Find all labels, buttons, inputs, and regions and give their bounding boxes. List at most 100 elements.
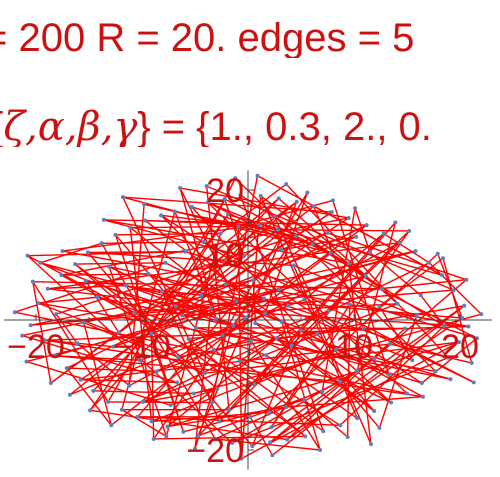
data-point <box>209 400 214 405</box>
data-point <box>275 227 280 232</box>
data-point <box>99 241 104 246</box>
data-point <box>474 336 479 341</box>
data-point <box>176 355 181 360</box>
data-point <box>299 328 303 333</box>
graph-edge <box>47 241 400 290</box>
graph-edge <box>379 257 444 307</box>
data-point <box>189 204 194 209</box>
data-point <box>64 366 69 371</box>
graph-edge <box>27 255 135 314</box>
graph-edge <box>27 255 233 444</box>
data-point <box>389 400 394 405</box>
data-point <box>395 301 400 306</box>
data-point <box>262 311 267 316</box>
graph-edge <box>218 275 367 422</box>
x-tick-label: 20 <box>441 328 479 366</box>
graph-edge <box>89 409 288 441</box>
data-point <box>143 218 148 223</box>
data-point <box>127 383 132 388</box>
data-point <box>160 289 165 294</box>
data-point <box>269 425 274 430</box>
data-point <box>248 414 253 419</box>
graph-edge <box>237 226 243 459</box>
graph-edge <box>255 322 451 380</box>
data-point <box>217 419 222 424</box>
data-point <box>462 303 467 308</box>
data-point <box>231 323 236 328</box>
data-point <box>12 310 17 315</box>
graph-edge <box>61 273 149 276</box>
data-point <box>236 224 241 229</box>
graph-edge <box>83 321 205 374</box>
data-point <box>325 230 330 235</box>
data-point <box>20 333 25 338</box>
graph-edge <box>166 337 278 428</box>
data-point <box>159 213 164 218</box>
data-point <box>218 231 223 236</box>
graph-edge <box>114 234 215 351</box>
data-point <box>451 288 456 293</box>
graph-edge <box>263 297 449 359</box>
data-point <box>377 425 382 430</box>
data-point <box>333 347 338 352</box>
data-point <box>364 223 369 228</box>
graph-edge <box>150 333 185 433</box>
data-point <box>407 228 412 233</box>
data-point <box>413 249 418 254</box>
data-point <box>186 336 191 341</box>
graph-edge <box>270 230 410 428</box>
data-point <box>433 369 438 374</box>
graph-edge <box>241 341 460 460</box>
data-point <box>328 251 333 256</box>
data-point <box>234 299 239 304</box>
data-point <box>214 316 219 321</box>
data-point <box>42 338 47 343</box>
data-point <box>264 353 269 358</box>
data-point <box>163 260 168 265</box>
data-point <box>119 407 124 412</box>
graph-edge <box>147 273 217 320</box>
data-point <box>230 440 235 445</box>
graph-edge <box>239 337 277 362</box>
graph-edge <box>239 194 324 432</box>
data-point <box>427 260 432 265</box>
data-point <box>83 279 88 283</box>
data-point <box>347 302 352 307</box>
data-point <box>137 358 142 363</box>
graph-edge <box>40 242 102 264</box>
data-point <box>205 200 210 205</box>
data-point <box>60 249 65 254</box>
data-point <box>346 215 351 220</box>
graph-edge <box>121 409 167 437</box>
data-point <box>386 372 391 377</box>
graph-edge <box>277 228 410 232</box>
data-point <box>372 409 377 413</box>
graph-edge <box>80 343 391 381</box>
chart-title-line-1: = 200 R = 20. edges = 5 <box>0 18 500 58</box>
graph-edge <box>420 294 445 327</box>
x-tick-label: −10 <box>113 328 171 366</box>
data-point <box>446 355 451 360</box>
data-point <box>223 282 228 287</box>
data-point <box>142 202 147 207</box>
data-point <box>88 408 93 413</box>
data-point <box>194 325 199 330</box>
graph-edge <box>273 216 337 351</box>
data-point <box>101 217 106 222</box>
data-point <box>414 314 419 319</box>
title-line-2-prefix: { <box>0 107 3 147</box>
data-point <box>208 306 213 311</box>
graph-edge <box>369 251 422 296</box>
graph-edge <box>224 198 245 257</box>
data-point <box>168 403 173 408</box>
data-point <box>78 377 83 382</box>
data-point <box>326 308 331 313</box>
data-point <box>311 204 316 209</box>
data-point <box>238 193 243 198</box>
graph-edge <box>197 230 410 437</box>
data-point <box>199 293 204 298</box>
graph-edge <box>194 325 234 449</box>
graph-edge <box>165 233 222 437</box>
graph-edge <box>339 325 445 426</box>
